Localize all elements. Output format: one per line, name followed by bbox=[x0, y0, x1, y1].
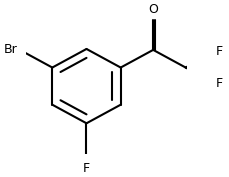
Text: F: F bbox=[216, 77, 223, 90]
Text: F: F bbox=[83, 162, 90, 175]
Text: Br: Br bbox=[4, 43, 17, 56]
Text: O: O bbox=[148, 3, 158, 16]
Text: F: F bbox=[216, 45, 223, 58]
